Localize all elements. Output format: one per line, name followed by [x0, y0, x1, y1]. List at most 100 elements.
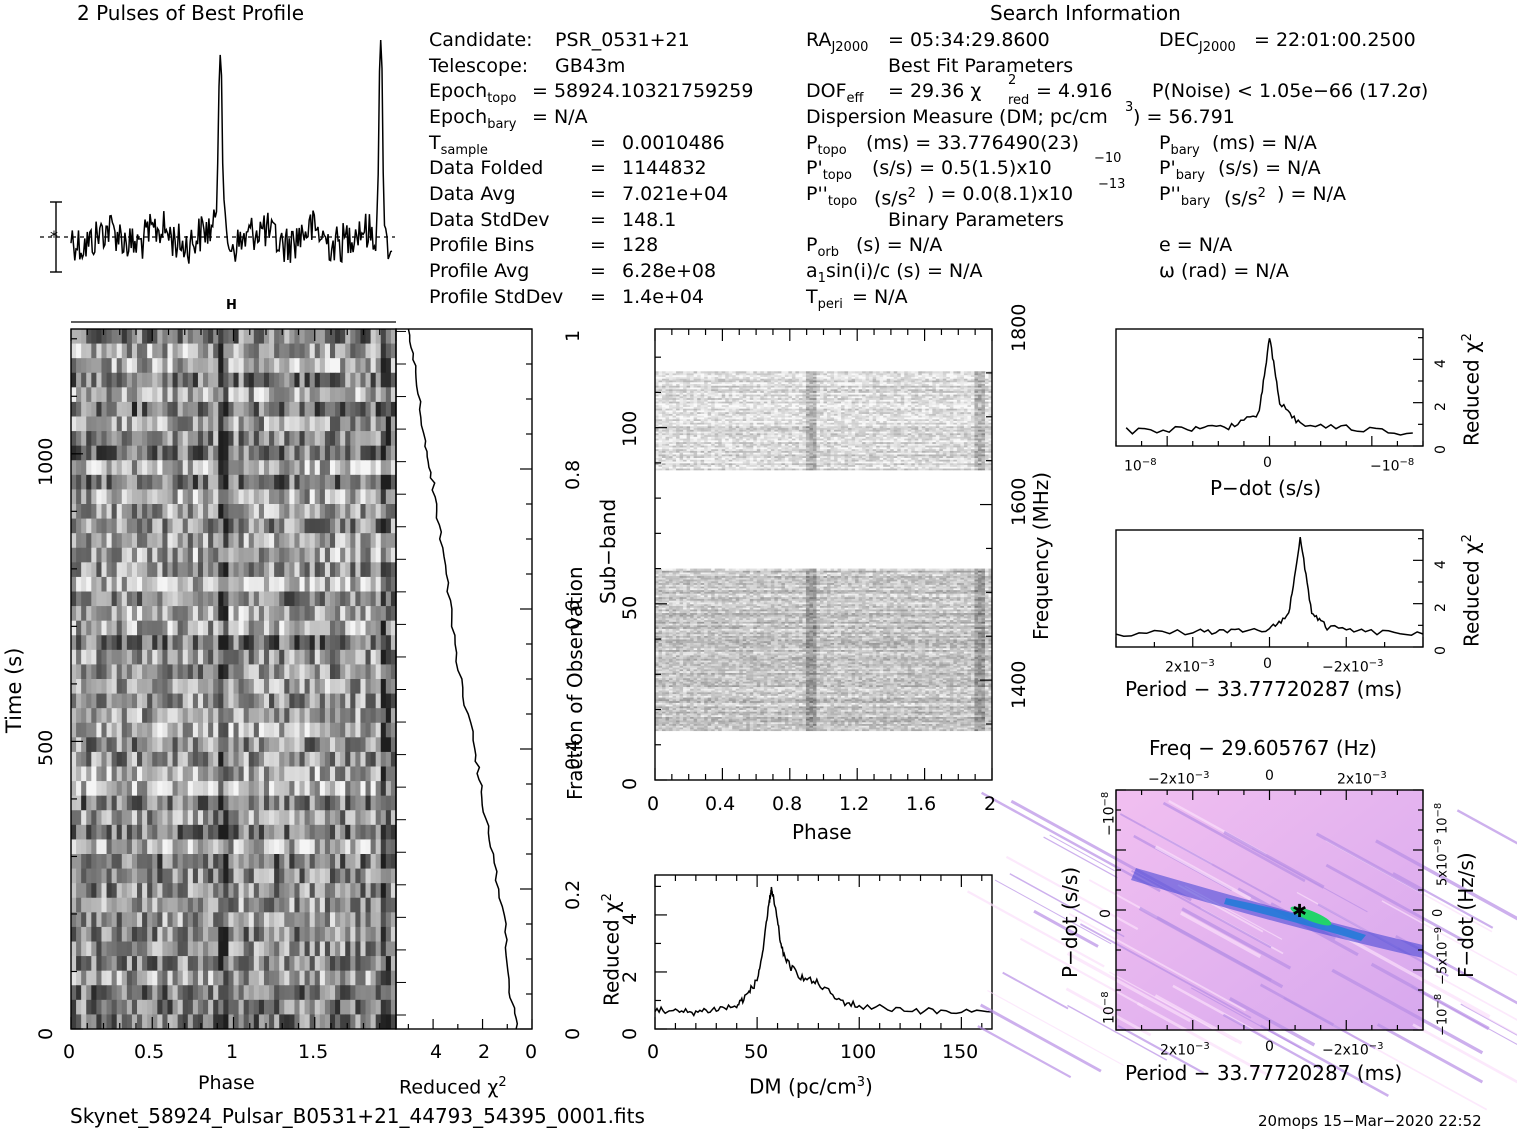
time-phase-cell [329, 693, 336, 709]
time-phase-cell [192, 708, 199, 724]
subband-cell [897, 728, 902, 732]
time-phase-cell [131, 999, 138, 1015]
time-phase-cell [319, 897, 326, 913]
subband-cell [823, 728, 828, 732]
time-phase-cell [96, 926, 102, 942]
time-phase-cell [238, 562, 245, 578]
time-phase-cell [263, 926, 270, 942]
time-phase-cell [137, 533, 143, 549]
time-phase-cell [329, 985, 336, 1001]
subband-cell [876, 713, 880, 716]
time-phase-cell [253, 737, 260, 753]
subband-cell [770, 720, 775, 723]
time-phase-cell [324, 518, 331, 534]
time-phase-cell [350, 883, 356, 899]
subband-cell [753, 727, 758, 730]
time-phase-cell [86, 737, 92, 753]
time-phase-cell [243, 606, 250, 622]
time-phase-cell [106, 445, 113, 461]
time-phase-cell [167, 839, 173, 855]
time-phase-cell [157, 679, 163, 694]
time-phase-cell [131, 883, 138, 899]
time-phase-cell [253, 401, 260, 417]
subband-cell [848, 727, 852, 730]
subband-cell [725, 720, 730, 723]
time-phase-cell [167, 533, 173, 549]
subband-cell [665, 709, 670, 712]
time-phase-cell [238, 751, 245, 767]
subband-cell [707, 725, 712, 728]
time-phase-cell [335, 489, 341, 505]
time-phase-cell [86, 533, 92, 549]
time-phase-cell [182, 956, 189, 972]
time-phase-cell [192, 1014, 199, 1030]
subband-cell [827, 728, 831, 732]
subband-cell [728, 723, 733, 726]
time-phase-cell [187, 999, 194, 1015]
time-phase-cell [76, 445, 82, 461]
time-phase-cell [182, 518, 189, 534]
subband-cell [970, 728, 975, 732]
time-phase-cell [71, 795, 77, 811]
time-phase-cell [192, 358, 199, 374]
time-phase-cell [258, 387, 265, 403]
subband-cell [679, 728, 684, 732]
time-phase-cell [238, 941, 245, 957]
time-phase-cell [335, 358, 341, 374]
time-phase-cell [137, 912, 143, 928]
time-phase-cell [248, 518, 255, 534]
time-phase-cell [360, 795, 366, 811]
time-phase-cell [289, 839, 295, 855]
time-phase-cell [91, 679, 97, 694]
time-phase-cell [91, 504, 97, 519]
subband-cell [728, 718, 733, 721]
subband-cell [802, 723, 807, 726]
subband-cell [658, 711, 663, 714]
time-phase-cell [111, 489, 118, 505]
time-phase-cell [350, 751, 356, 767]
time-phase-cell [294, 620, 300, 636]
time-phase-cell [279, 912, 285, 928]
subband-cell [753, 711, 758, 714]
time-phase-cell [375, 854, 382, 869]
time-phase-cell [101, 956, 107, 972]
time-phase-cell [177, 795, 184, 811]
time-phase-cell [223, 343, 229, 359]
subband-cell [953, 721, 958, 725]
subband-cell [749, 711, 754, 714]
time-phase-cell [76, 518, 82, 534]
time-phase-cell [314, 810, 321, 826]
time-phase-cell [263, 999, 270, 1015]
time-phase-cell [121, 926, 128, 942]
time-phase-cell [375, 708, 382, 724]
time-phase-cell [172, 737, 179, 753]
time-phase-cell [309, 912, 316, 928]
time-phase-cell [152, 606, 158, 622]
subband-cell [844, 727, 849, 730]
time-phase-cell [360, 766, 366, 782]
subband-cell [921, 713, 926, 716]
time-phase-cell [375, 606, 382, 622]
time-phase-cell [390, 562, 397, 578]
time-phase-cell [289, 431, 295, 447]
time-phase-cell [289, 708, 295, 724]
subband-cell [753, 713, 758, 716]
time-phase-cell [213, 635, 219, 651]
time-phase-cell [137, 751, 143, 767]
time-phase-cell [304, 781, 311, 797]
subband-cell [942, 727, 947, 730]
candidate-value: PSR_0531+21 [555, 29, 690, 51]
subband-cell [742, 713, 747, 716]
time-phase-cell [370, 1014, 377, 1030]
time-phase-cell [355, 533, 361, 549]
subband-cell [890, 723, 895, 726]
subband-cell [802, 720, 807, 723]
time-phase-cell [76, 679, 82, 694]
time-phase-cell [177, 343, 184, 359]
time-phase-cell [197, 620, 204, 636]
subband-cell [904, 720, 909, 723]
time-phase-cell [289, 649, 295, 665]
time-phase-cell [81, 999, 87, 1015]
subband-cell [707, 723, 712, 726]
time-phase-cell [223, 708, 229, 724]
